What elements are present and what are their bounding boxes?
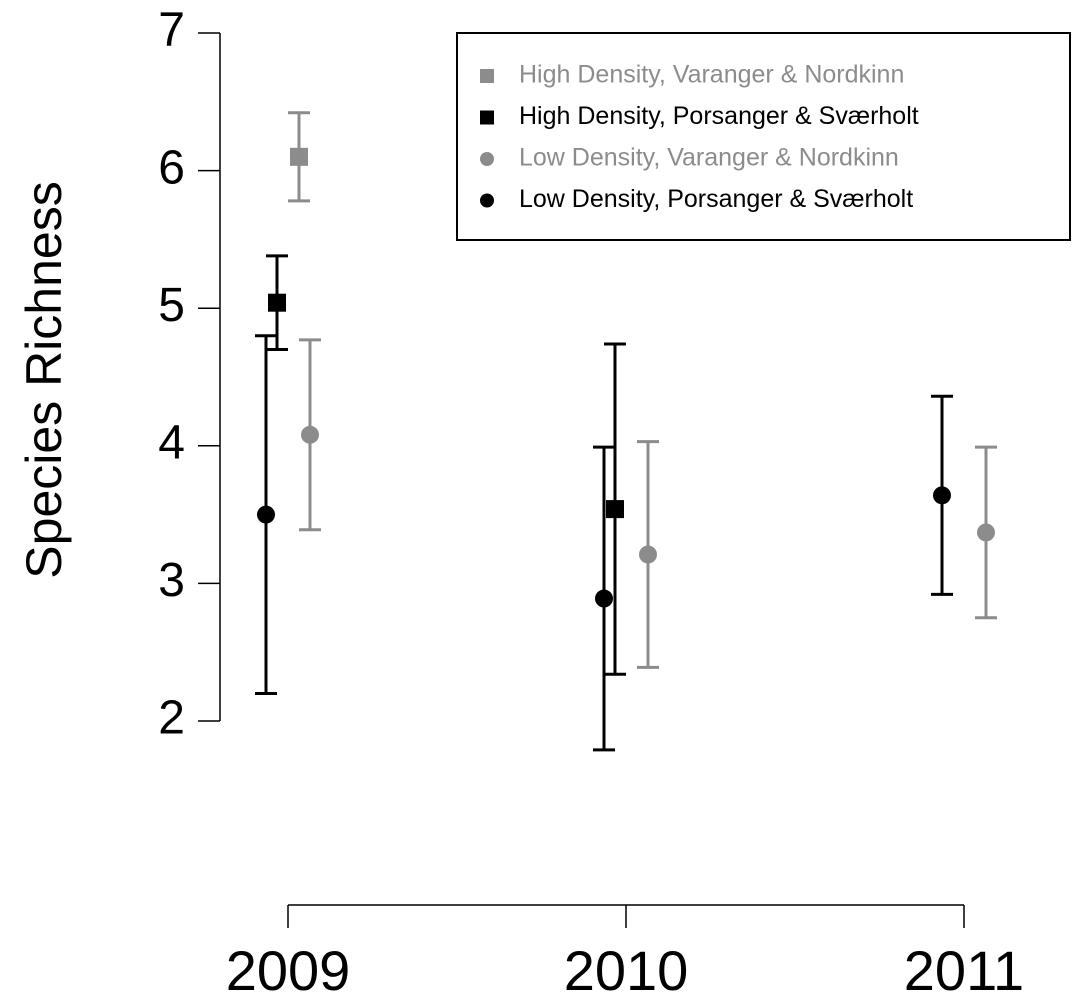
x-tick-label: 2009 bbox=[226, 939, 351, 1002]
point bbox=[933, 486, 951, 505]
y-tick-label: 4 bbox=[158, 416, 185, 469]
y-tick-label: 2 bbox=[158, 692, 185, 745]
point bbox=[977, 523, 995, 542]
point bbox=[595, 589, 613, 608]
y-tick-label: 7 bbox=[158, 4, 185, 57]
legend-label: High Density, Varanger & Nordkinn bbox=[519, 61, 904, 89]
legend-label: Low Density, Varanger & Nordkinn bbox=[519, 144, 899, 172]
legend-marker bbox=[480, 110, 494, 125]
legend-marker bbox=[480, 152, 494, 166]
y-tick-label: 3 bbox=[158, 554, 185, 607]
legend-marker bbox=[480, 69, 494, 83]
legend-marker bbox=[480, 193, 494, 208]
x-tick-label: 2010 bbox=[564, 939, 689, 1002]
point bbox=[301, 425, 319, 444]
y-tick-label: 6 bbox=[158, 141, 185, 194]
legend-label: Low Density, Porsanger & Sværholt bbox=[519, 185, 913, 213]
y-axis-label: Species Richness bbox=[16, 181, 72, 578]
legend-box bbox=[456, 32, 1071, 241]
point bbox=[268, 293, 286, 312]
point bbox=[606, 500, 624, 519]
point bbox=[639, 545, 657, 564]
point bbox=[290, 147, 308, 166]
x-tick-label: 2011 bbox=[904, 939, 1024, 1002]
point bbox=[257, 505, 275, 524]
legend-label: High Density, Porsanger & Sværholt bbox=[519, 102, 919, 130]
y-tick-label: 5 bbox=[158, 279, 185, 332]
